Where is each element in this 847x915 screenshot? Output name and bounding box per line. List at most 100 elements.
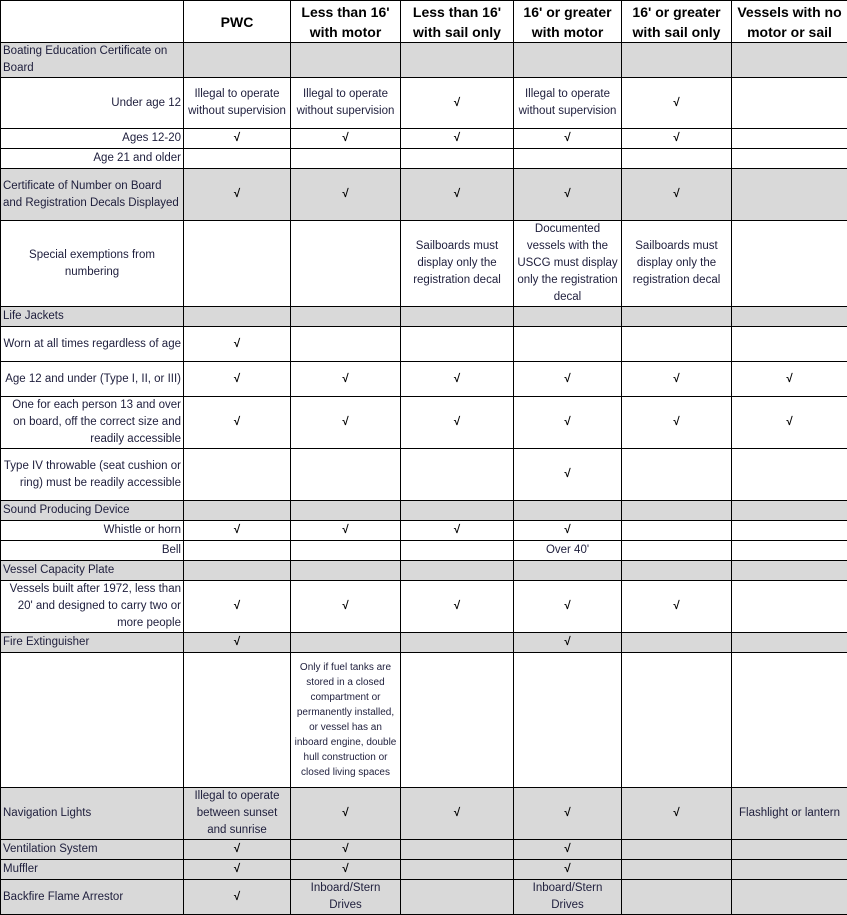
check-mark: √ <box>401 397 514 449</box>
check-mark: √ <box>184 880 291 915</box>
check-mark: √ <box>291 169 401 221</box>
table-cell <box>732 581 847 633</box>
table-cell <box>622 521 732 541</box>
check-mark: √ <box>291 581 401 633</box>
table-cell <box>291 449 401 501</box>
table-cell <box>622 840 732 860</box>
check-mark: √ <box>514 633 622 653</box>
column-header <box>1 1 184 43</box>
table-row: Age 21 and older <box>1 149 847 169</box>
check-mark: √ <box>622 788 732 840</box>
check-mark: √ <box>514 397 622 449</box>
column-header: 16' or greater with motor <box>514 1 622 43</box>
table-cell <box>184 561 291 581</box>
table-cell <box>732 541 847 561</box>
table-cell: Sailboards must display only the registr… <box>622 221 732 307</box>
section-label: Ventilation System <box>1 840 184 860</box>
table-cell <box>291 501 401 521</box>
table-cell <box>622 653 732 788</box>
table-cell <box>732 149 847 169</box>
table-row: Vessels built after 1972, less than 20' … <box>1 581 847 633</box>
table-cell <box>514 653 622 788</box>
check-mark: √ <box>291 860 401 880</box>
column-header: 16' or greater with sail only <box>622 1 732 43</box>
section-label: Backfire Flame Arrestor <box>1 880 184 915</box>
check-mark: √ <box>622 397 732 449</box>
table-cell <box>291 561 401 581</box>
table-cell <box>291 541 401 561</box>
check-mark: √ <box>184 362 291 397</box>
table-cell <box>184 43 291 78</box>
table-cell <box>732 521 847 541</box>
table-row: Ventilation System√√√ <box>1 840 847 860</box>
row-label: Special exemptions from numbering <box>1 221 184 307</box>
table-cell <box>184 149 291 169</box>
table-cell <box>401 541 514 561</box>
check-mark: √ <box>291 521 401 541</box>
table-cell <box>401 633 514 653</box>
table-row: Vessel Capacity Plate <box>1 561 847 581</box>
check-mark: √ <box>291 397 401 449</box>
row-label: Type IV throwable (seat cushion or ring)… <box>1 449 184 501</box>
table-row: Life Jackets <box>1 307 847 327</box>
table-cell <box>622 327 732 362</box>
section-label: Muffler <box>1 860 184 880</box>
table-cell <box>732 307 847 327</box>
table-cell <box>291 307 401 327</box>
table-cell: Flashlight or lantern <box>732 788 847 840</box>
check-mark: √ <box>514 788 622 840</box>
table-row: Age 12 and under (Type I, II, or III)√√√… <box>1 362 847 397</box>
table-cell <box>622 501 732 521</box>
table-cell <box>291 43 401 78</box>
check-mark: √ <box>184 327 291 362</box>
check-mark: √ <box>184 521 291 541</box>
table-cell <box>732 221 847 307</box>
column-header: Less than 16' with sail only <box>401 1 514 43</box>
table-cell <box>184 653 291 788</box>
table-cell <box>732 129 847 149</box>
check-mark: √ <box>622 581 732 633</box>
table-row: Boating Education Certificate on Board <box>1 43 847 78</box>
table-cell <box>401 449 514 501</box>
table-cell <box>401 860 514 880</box>
table-cell <box>622 43 732 78</box>
table-row: Ages 12-20√√√√√ <box>1 129 847 149</box>
table-row: Certificate of Number on Board and Regis… <box>1 169 847 221</box>
table-cell: Only if fuel tanks are stored in a close… <box>291 653 401 788</box>
table-cell <box>184 541 291 561</box>
table-row: Fire Extinguisher√√ <box>1 633 847 653</box>
table-cell: Documented vessels with the USCG must di… <box>514 221 622 307</box>
table-cell <box>622 561 732 581</box>
table-cell <box>401 501 514 521</box>
table-cell <box>622 541 732 561</box>
table-cell <box>732 840 847 860</box>
column-header: Vessels with no motor or sail <box>732 1 847 43</box>
check-mark: √ <box>291 362 401 397</box>
row-label: Bell <box>1 541 184 561</box>
check-mark: √ <box>514 840 622 860</box>
check-mark: √ <box>184 633 291 653</box>
check-mark: √ <box>514 129 622 149</box>
table-cell <box>291 633 401 653</box>
table-row: Backfire Flame Arrestor√Inboard/Stern Dr… <box>1 880 847 915</box>
check-mark: √ <box>622 169 732 221</box>
table-cell <box>514 561 622 581</box>
section-label: Boating Education Certificate on Board <box>1 43 184 78</box>
table-cell: Inboard/Stern Drives <box>291 880 401 915</box>
table-cell <box>514 307 622 327</box>
table-cell <box>514 149 622 169</box>
section-label: Sound Producing Device <box>1 501 184 521</box>
row-label: Vessels built after 1972, less than 20' … <box>1 581 184 633</box>
table-cell <box>732 880 847 915</box>
table-cell <box>401 653 514 788</box>
table-cell <box>401 307 514 327</box>
check-mark: √ <box>184 169 291 221</box>
table-cell: Illegal to operate without supervision <box>184 78 291 129</box>
table-cell <box>184 221 291 307</box>
table-cell <box>622 307 732 327</box>
table-cell <box>401 149 514 169</box>
table-cell <box>622 633 732 653</box>
